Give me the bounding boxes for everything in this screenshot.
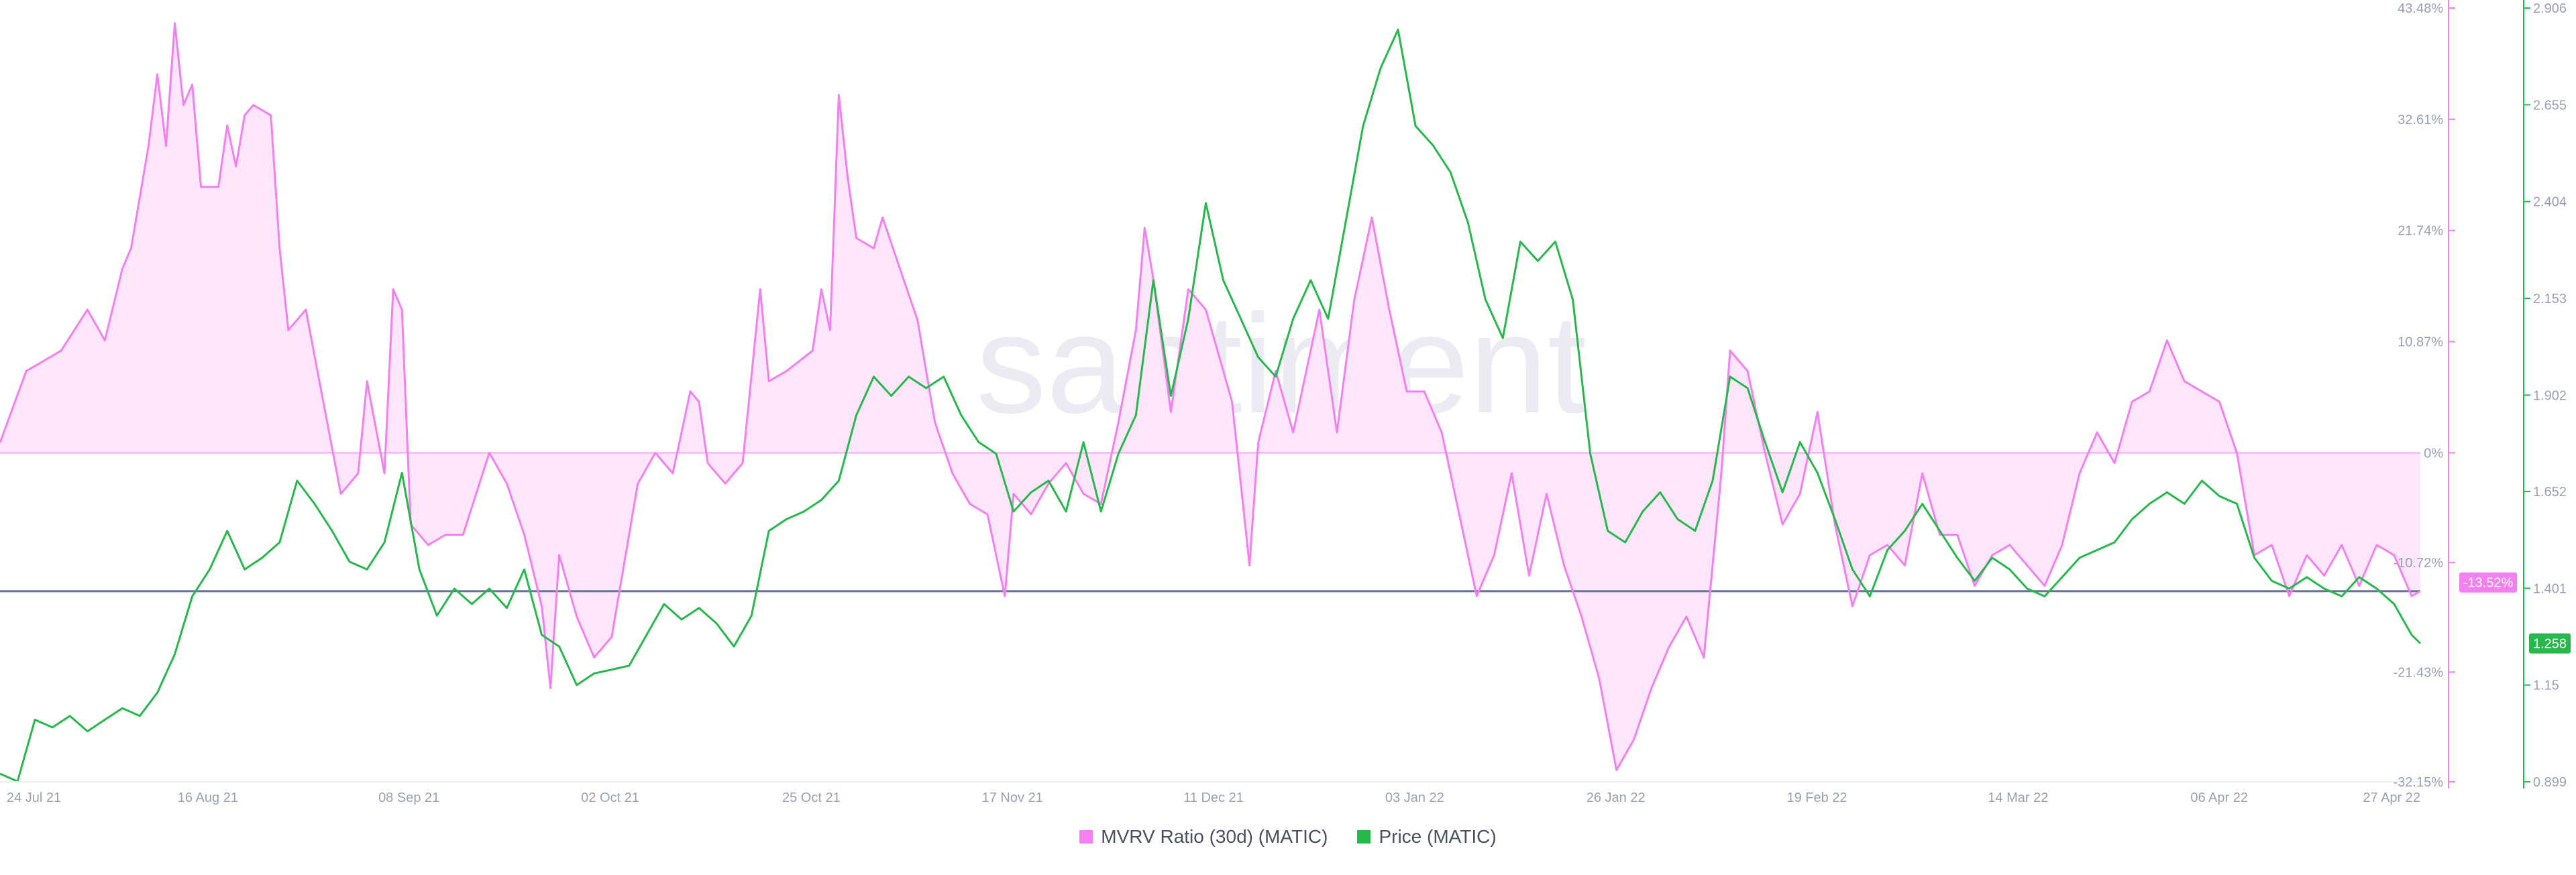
price-tick-label: 2.404 [2533,195,2567,210]
x-tick-label: 19 Feb 22 [1786,791,1847,805]
price-tick-label: 1.15 [2533,679,2559,693]
price-tick-label: 1.401 [2533,581,2567,596]
x-tick-label: 27 Apr 22 [2363,791,2420,805]
mvrv-tick-label: -10.72% [2394,556,2444,571]
price-tick-label: 1.652 [2533,485,2567,500]
price-tick-label: 2.153 [2533,292,2567,306]
mvrv-current-badge [2459,572,2517,593]
legend: MVRV Ratio (30d) (MATIC) Price (MATIC) [0,823,2576,850]
mvrv-tick-label: 10.87% [2398,335,2443,350]
price-current-badge [2529,633,2571,654]
legend-item-price[interactable]: Price (MATIC) [1357,826,1497,848]
mvrv-tick-label: 32.61% [2398,113,2443,127]
price-tick-label: 0.899 [2533,775,2567,790]
x-tick-label: 02 Oct 21 [581,791,639,805]
mvrv-tick-label: 0% [2424,446,2443,461]
price-current-value: 1.258 [2533,637,2567,652]
x-tick-label: 08 Sep 21 [378,791,439,805]
price-tick-label: 1.902 [2533,388,2567,403]
price-tick-label: 2.906 [2533,1,2567,16]
mvrv-area-fill [0,23,2420,770]
legend-swatch-mvrv [1079,830,1093,843]
x-tick-label: 25 Oct 21 [782,791,841,805]
mvrv-tick-label: 21.74% [2398,224,2443,239]
mvrv-current-value: -13.52% [2463,576,2514,591]
x-tick-label: 14 Mar 22 [1988,791,2048,805]
legend-item-mvrv[interactable]: MVRV Ratio (30d) (MATIC) [1079,826,1328,848]
x-tick-label: 11 Dec 21 [1183,791,1244,805]
x-tick-label: 16 Aug 21 [178,791,238,805]
x-tick-label: 26 Jan 22 [1587,791,1646,805]
series-line-price [0,28,2422,782]
x-tick-label: 17 Nov 21 [982,791,1043,805]
mvrv-tick-label: -32.15% [2394,775,2444,790]
legend-swatch-price [1357,830,1371,843]
x-tick-label: 24 Jul 21 [7,791,61,805]
legend-label-mvrv: MVRV Ratio (30d) (MATIC) [1101,826,1328,847]
x-tick-label: 06 Apr 22 [2190,791,2248,805]
x-tick-label: 03 Jan 22 [1385,791,1444,805]
legend-label-price: Price (MATIC) [1379,826,1497,847]
mvrv-tick-label: 43.48% [2398,1,2443,16]
mvrv-tick-label: -21.43% [2394,665,2444,680]
price-tick-label: 2.655 [2533,98,2567,113]
